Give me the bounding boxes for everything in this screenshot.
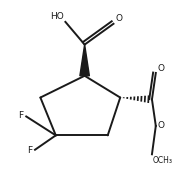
Text: O: O [158,64,165,73]
Text: HO: HO [50,12,64,21]
Text: O: O [158,121,165,130]
Text: O: O [115,14,122,23]
Text: OCH₃: OCH₃ [153,156,173,165]
Text: F: F [27,146,32,155]
Text: F: F [18,111,23,120]
Polygon shape [80,45,89,76]
